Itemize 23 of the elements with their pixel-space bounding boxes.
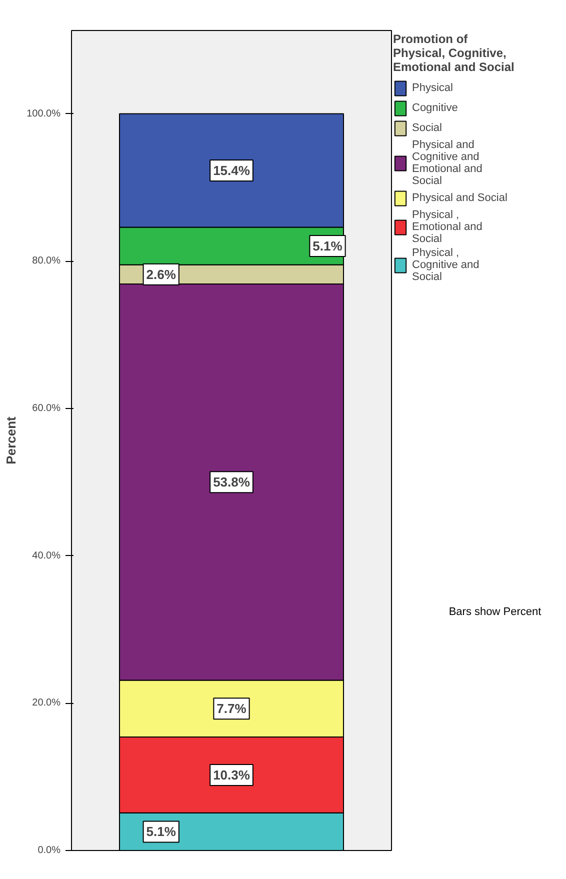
legend-label: Physical and Social xyxy=(412,191,508,205)
legend-label: Social xyxy=(412,121,442,135)
data-label: 5.1% xyxy=(146,824,176,840)
data-label: 2.6% xyxy=(146,266,176,282)
legend-label: Physical and Cognitive and Emotional and Social xyxy=(412,139,482,187)
legend-title: Promotion of Physical, Cognitive, Emotional and Social xyxy=(393,32,514,74)
data-label: 10.3% xyxy=(213,767,250,782)
y-tick-label: 80.0% xyxy=(32,256,61,267)
legend-label: Physical xyxy=(412,81,453,95)
y-tick-label: 20.0% xyxy=(32,698,61,709)
y-tick-label: 40.0% xyxy=(32,550,61,562)
legend-label: Cognitive xyxy=(412,101,458,115)
y-tick-label: 0.0% xyxy=(38,845,61,856)
y-axis-title: Percent xyxy=(4,416,19,464)
data-label: 7.7% xyxy=(216,701,247,716)
data-label: 5.1% xyxy=(312,238,343,254)
data-label: 15.4% xyxy=(213,162,250,178)
legend-label: Physical , Emotional and Social xyxy=(412,209,482,245)
data-label: 53.8% xyxy=(213,474,250,490)
text: Bars show Percent xyxy=(448,605,542,620)
y-tick-label: 60.0% xyxy=(32,402,61,414)
legend-label: Physical , Cognitive and Social xyxy=(412,247,480,283)
y-tick-label: 100.0% xyxy=(26,108,61,120)
